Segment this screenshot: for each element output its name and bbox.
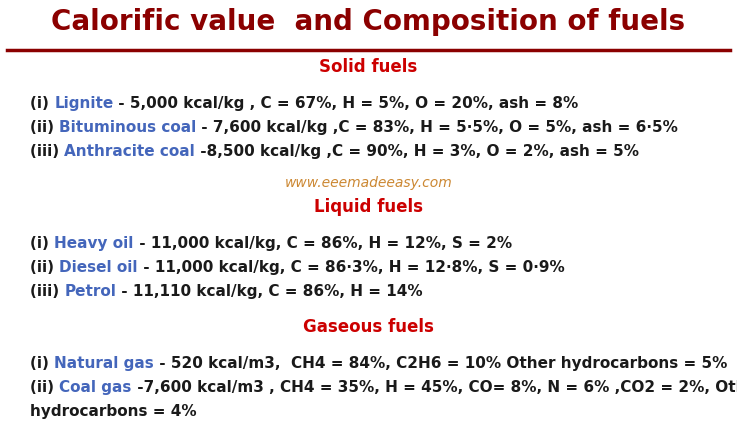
Text: (i): (i) xyxy=(30,96,54,111)
Text: www.eeemadeeasy.com: www.eeemadeeasy.com xyxy=(284,176,453,190)
Text: - 520 kcal/m3,  CH4 = 84%, C2H6 = 10% Other hydrocarbons = 5%: - 520 kcal/m3, CH4 = 84%, C2H6 = 10% Oth… xyxy=(154,356,727,371)
Text: -7,600 kcal/m3 , CH4 = 35%, H = 45%, CO= 8%, N = 6% ,CO2 = 2%, Other: -7,600 kcal/m3 , CH4 = 35%, H = 45%, CO=… xyxy=(132,380,737,395)
Text: Bituminous coal: Bituminous coal xyxy=(59,120,197,135)
Text: -8,500 kcal/kg ,C = 90%, H = 3%, O = 2%, ash = 5%: -8,500 kcal/kg ,C = 90%, H = 3%, O = 2%,… xyxy=(195,144,639,159)
Text: Coal gas: Coal gas xyxy=(59,380,132,395)
Text: hydrocarbons = 4%: hydrocarbons = 4% xyxy=(30,404,197,419)
Text: Petrol: Petrol xyxy=(64,284,116,299)
Text: (i): (i) xyxy=(30,236,54,251)
Text: Diesel oil: Diesel oil xyxy=(59,260,138,275)
Text: Heavy oil: Heavy oil xyxy=(54,236,133,251)
Text: (ii): (ii) xyxy=(30,120,59,135)
Text: - 7,600 kcal/kg ,C = 83%, H = 5·5%, O = 5%, ash = 6·5%: - 7,600 kcal/kg ,C = 83%, H = 5·5%, O = … xyxy=(197,120,678,135)
Text: (iii): (iii) xyxy=(30,144,64,159)
Text: Calorific value  and Composition of fuels: Calorific value and Composition of fuels xyxy=(52,8,685,36)
Text: Lignite: Lignite xyxy=(54,96,113,111)
Text: - 5,000 kcal/kg , C = 67%, H = 5%, O = 20%, ash = 8%: - 5,000 kcal/kg , C = 67%, H = 5%, O = 2… xyxy=(113,96,579,111)
Text: Liquid fuels: Liquid fuels xyxy=(314,198,423,216)
Text: (i): (i) xyxy=(30,356,54,371)
Text: (ii): (ii) xyxy=(30,380,59,395)
Text: - 11,000 kcal/kg, C = 86%, H = 12%, S = 2%: - 11,000 kcal/kg, C = 86%, H = 12%, S = … xyxy=(133,236,511,251)
Text: - 11,000 kcal/kg, C = 86·3%, H = 12·8%, S = 0·9%: - 11,000 kcal/kg, C = 86·3%, H = 12·8%, … xyxy=(138,260,565,275)
Text: - 11,110 kcal/kg, C = 86%, H = 14%: - 11,110 kcal/kg, C = 86%, H = 14% xyxy=(116,284,423,299)
Text: Anthracite coal: Anthracite coal xyxy=(64,144,195,159)
Text: Natural gas: Natural gas xyxy=(54,356,154,371)
Text: (ii): (ii) xyxy=(30,260,59,275)
Text: Solid fuels: Solid fuels xyxy=(319,58,418,76)
Text: (iii): (iii) xyxy=(30,284,64,299)
Text: Gaseous fuels: Gaseous fuels xyxy=(303,318,434,336)
